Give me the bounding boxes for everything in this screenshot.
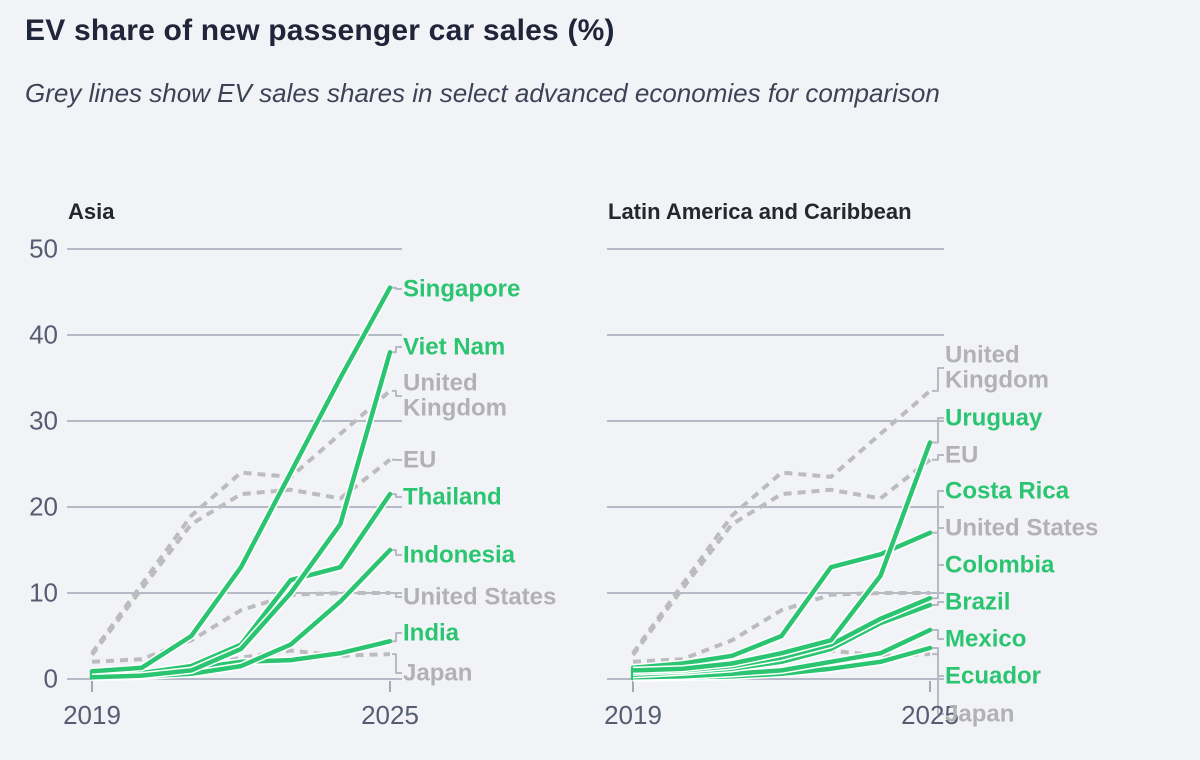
leader-eu (932, 454, 944, 461)
leader-colombia (932, 564, 944, 600)
page-subtitle: Grey lines show EV sales shares in selec… (25, 78, 940, 108)
line-singapore-casing (91, 285, 394, 676)
series-label-japan: Japan (403, 659, 473, 687)
series-label-eu: EU (403, 446, 437, 474)
page-title: EV share of new passenger car sales (%) (25, 14, 615, 47)
y-axis-label-10: 10 (29, 577, 58, 608)
y-axis-label-30: 30 (29, 405, 58, 436)
leader-viet-nam (392, 346, 402, 354)
line-united-states (632, 591, 930, 664)
leader-costa-rica (932, 490, 944, 534)
leader-united-kingdom (932, 367, 944, 392)
series-label-indonesia: Indonesia (403, 541, 516, 569)
line-united-kingdom (90, 389, 392, 655)
series-label-costa-rica: Costa Rica (945, 477, 1070, 505)
leader-brazil (932, 601, 944, 606)
series-label-japan: Japan (945, 700, 1015, 728)
series-label-united-states: United States (403, 583, 557, 611)
series-label-india: India (403, 619, 460, 647)
line-eu (90, 458, 392, 657)
line-united-kingdom (631, 389, 932, 655)
series-label-colombia: Colombia (945, 551, 1055, 579)
leader-thailand (392, 493, 402, 498)
line-viet-nam (89, 349, 393, 680)
leader-japan (932, 653, 944, 715)
series-label-singapore: Singapore (403, 275, 521, 303)
y-axis-label-20: 20 (29, 491, 58, 522)
leader-uruguay (932, 417, 944, 444)
y-axis-label-50: 50 (29, 233, 58, 264)
line-united-states (91, 591, 390, 664)
leader-indonesia (392, 549, 402, 556)
leader-india (392, 632, 402, 643)
leader-united-states (932, 527, 944, 594)
series-label-mexico: Mexico (945, 625, 1027, 653)
series-label-united-kingdom: United Kingdom (945, 341, 1049, 394)
x-axis-label-2025: 2025 (901, 700, 959, 730)
line-mexico (630, 627, 933, 680)
series-label-viet-nam: Viet Nam (403, 333, 506, 361)
line-costa-rica (630, 530, 933, 671)
x-axis-label-2019: 2019 (604, 700, 662, 730)
line-uruguay (630, 440, 933, 673)
series-label-united-states: United States (945, 514, 1099, 542)
series-label-united-kingdom: United Kingdom (403, 369, 507, 422)
series-label-uruguay: Uruguay (945, 404, 1043, 432)
leader-japan (392, 653, 402, 674)
line-singapore (89, 285, 393, 674)
panel-title-latin-america: Latin America and Caribbean (608, 199, 912, 224)
x-axis-label-2019: 2019 (63, 700, 121, 730)
leader-united-states (392, 592, 402, 598)
leader-singapore (392, 286, 402, 290)
series-label-thailand: Thailand (403, 483, 502, 511)
series-label-eu: EU (945, 441, 979, 469)
y-axis-label-40: 40 (29, 319, 58, 350)
series-label-ecuador: Ecuador (945, 662, 1042, 690)
x-axis-label-2025: 2025 (361, 700, 419, 730)
leader-mexico (932, 629, 944, 640)
y-axis-label-0: 0 (43, 663, 58, 694)
panel-title-asia: Asia (68, 199, 115, 224)
series-label-brazil: Brazil (945, 588, 1011, 616)
leader-united-kingdom (392, 389, 402, 397)
